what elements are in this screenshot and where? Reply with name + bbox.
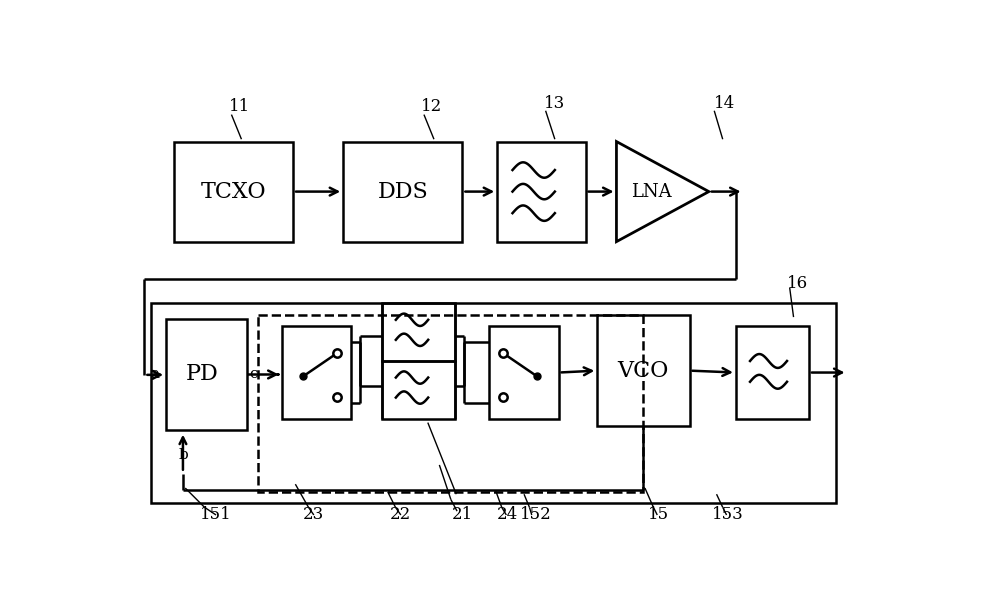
Text: VCO: VCO <box>618 359 669 382</box>
Bar <box>497 141 586 241</box>
Bar <box>151 303 836 503</box>
Text: 12: 12 <box>421 98 442 116</box>
Bar <box>343 141 462 241</box>
Text: c: c <box>249 367 257 382</box>
Bar <box>166 318 247 430</box>
Bar <box>382 303 455 361</box>
Text: 22: 22 <box>390 506 411 524</box>
Text: 21: 21 <box>452 506 473 524</box>
Text: a: a <box>151 367 160 382</box>
Bar <box>489 326 559 419</box>
Text: 153: 153 <box>712 506 744 524</box>
Text: 16: 16 <box>787 276 808 293</box>
Text: b: b <box>178 448 188 462</box>
Text: 23: 23 <box>303 506 324 524</box>
Text: TCXO: TCXO <box>201 181 266 203</box>
Text: 11: 11 <box>229 98 250 116</box>
Bar <box>736 326 809 419</box>
Text: 24: 24 <box>496 506 518 524</box>
Text: 15: 15 <box>648 506 669 524</box>
Text: LNA: LNA <box>631 182 672 200</box>
Bar <box>282 326 351 419</box>
Text: PD: PD <box>185 364 218 385</box>
Bar <box>174 141 293 241</box>
Bar <box>258 315 643 492</box>
Text: 13: 13 <box>544 95 565 111</box>
Bar <box>597 315 690 426</box>
Text: 152: 152 <box>520 506 551 524</box>
Bar <box>382 361 455 419</box>
Text: 151: 151 <box>200 506 232 524</box>
Text: 14: 14 <box>714 95 735 111</box>
Text: DDS: DDS <box>377 181 428 203</box>
